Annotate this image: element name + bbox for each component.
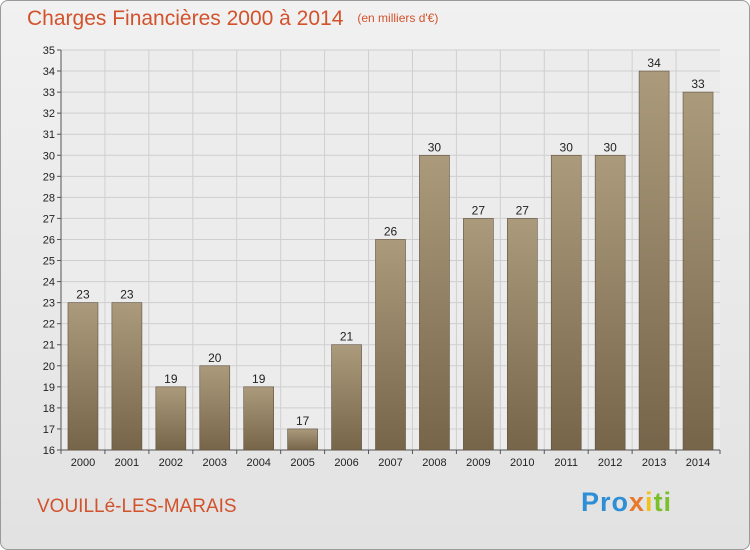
bar-2010 [506,218,538,451]
data-label-2002: 19 [164,372,178,386]
bar-2007 [375,239,406,451]
y-tick-label: 19 [43,382,55,394]
x-tick-label: 2009 [466,457,490,469]
y-tick-label: 27 [43,213,55,225]
data-label-2001: 23 [120,288,134,302]
y-tick-label: 28 [43,192,55,204]
y-tick-label: 16 [43,445,55,457]
y-tick-label: 20 [43,361,55,373]
y-tick-label: 24 [43,277,55,289]
bar-2009 [463,218,494,451]
data-label-2005: 17 [296,414,310,428]
data-label-2004: 19 [252,372,266,386]
bar-2003 [199,365,231,451]
data-label-2000: 23 [76,288,90,302]
bar-2013 [638,70,670,451]
y-tick-label: 32 [43,108,55,120]
x-tick-label: 2000 [71,457,95,469]
bar-2008 [419,154,450,451]
x-tick-label: 2014 [686,457,710,469]
y-tick-label: 31 [43,129,55,141]
y-tick-label: 21 [43,340,55,352]
y-tick-label: 25 [43,256,55,268]
bar-2004 [243,386,274,451]
x-tick-label: 2010 [510,457,534,469]
x-tick-label: 2004 [246,457,270,469]
bar-2014 [682,91,714,451]
bar-2006 [331,344,362,451]
chart-unit: (en milliers d'€) [357,11,439,25]
data-label-2003: 20 [208,351,222,365]
data-label-2009: 27 [472,203,486,217]
data-label-2011: 30 [560,140,574,154]
y-tick-label: 34 [43,66,55,78]
proxiti-logo[interactable]: Proxiti [581,487,673,517]
x-tick-label: 2013 [642,457,666,469]
x-tick-label: 2007 [378,457,402,469]
chart-title-text: Charges Financières 2000 à 2014 [27,7,344,30]
data-label-2006: 21 [340,330,354,344]
x-tick-label: 2006 [334,457,358,469]
bar-2002 [155,386,187,451]
x-tick-label: 2001 [115,457,139,469]
bar-2005 [287,428,318,451]
data-label-2007: 26 [384,224,398,238]
y-tick-label: 33 [43,87,55,99]
commune-name: VOUILLé-LES-MARAIS [37,496,237,517]
x-tick-label: 2005 [290,457,314,469]
y-tick-label: 22 [43,319,55,331]
bar-2001 [111,302,143,451]
label-layer: 23 2000 23 2001 19 2002 20 2003 19 2004 17 2005 21 20… [71,56,711,469]
y-tick-label: 26 [43,234,55,246]
x-tick-label: 2012 [598,457,622,469]
bar-2012 [594,154,626,451]
y-tick-label: 18 [43,403,55,415]
bar-layer [67,70,714,451]
data-label-2012: 30 [603,140,617,154]
x-tick-label: 2011 [554,457,578,469]
y-tick-label: 17 [43,424,55,436]
y-tick-label: 29 [43,171,55,183]
x-tick-label: 2008 [422,457,446,469]
x-tick-label: 2002 [159,457,183,469]
data-label-2014: 33 [691,77,705,91]
data-label-2013: 34 [647,56,661,70]
y-tick-label: 30 [43,150,55,162]
chart-title: Charges Financières 2000 à 2014 (en milli… [27,7,438,31]
bar-2000 [67,302,99,451]
y-tick-label: 35 [43,45,55,57]
bar-2011 [550,154,582,451]
x-tick-label: 2003 [203,457,227,469]
data-label-2008: 30 [428,140,442,154]
y-tick-label: 23 [43,298,55,310]
data-label-2010: 27 [516,203,530,217]
